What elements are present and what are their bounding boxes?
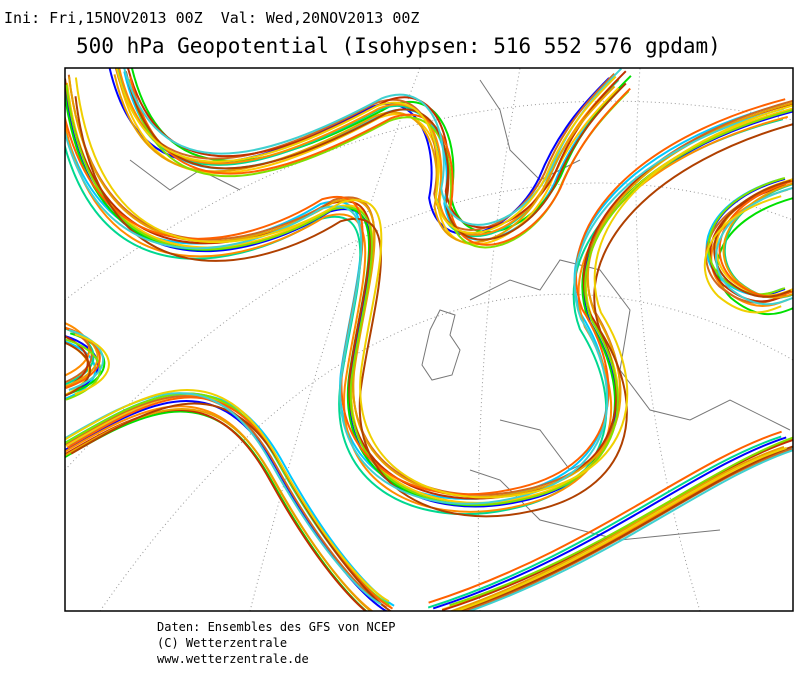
isohypse bbox=[65, 341, 91, 397]
isohypse bbox=[448, 446, 785, 611]
isohypse bbox=[65, 389, 390, 603]
isohypse bbox=[703, 195, 782, 314]
isohypse bbox=[124, 71, 627, 241]
footer-line: Daten: Ensembles des GFS von NCEP bbox=[157, 620, 395, 634]
isohypse bbox=[715, 187, 793, 306]
isohypse bbox=[432, 436, 787, 610]
isohypse bbox=[713, 179, 792, 298]
isohypse bbox=[707, 177, 786, 296]
isohypse bbox=[65, 115, 789, 513]
map-area bbox=[65, 68, 793, 611]
isohypse bbox=[68, 76, 793, 498]
isohypse bbox=[428, 430, 782, 604]
map-frame bbox=[64, 67, 794, 612]
graticule bbox=[65, 68, 793, 611]
isohypse bbox=[65, 107, 785, 505]
isohypse bbox=[427, 435, 782, 609]
isohypse bbox=[123, 68, 623, 226]
isohypse bbox=[709, 184, 787, 303]
isohypse bbox=[65, 409, 368, 611]
isohypse bbox=[127, 68, 627, 229]
isohypse bbox=[65, 405, 374, 611]
isohypse bbox=[65, 84, 793, 506]
isohypse bbox=[718, 179, 793, 298]
isohypse bbox=[65, 400, 389, 611]
isohypse bbox=[74, 333, 110, 396]
isohypse bbox=[453, 446, 787, 611]
isohypse bbox=[455, 445, 793, 611]
isohypse bbox=[129, 76, 631, 246]
isohypse bbox=[65, 408, 373, 611]
footer-line: (C) Wetterzentrale bbox=[157, 636, 287, 650]
isohypse bbox=[467, 449, 793, 611]
isohypse bbox=[65, 102, 785, 500]
isohypse bbox=[68, 329, 104, 391]
isohypse bbox=[722, 182, 793, 299]
title: 500 hPa Geopotential (Isohypsen: 516 552… bbox=[76, 34, 721, 58]
isohypse bbox=[65, 395, 387, 609]
footer-line: www.wetterzentrale.de bbox=[157, 652, 309, 666]
run-info: Ini: Fri,15NOV2013 00Z Val: Wed,20NOV201… bbox=[4, 9, 419, 27]
isohypse bbox=[115, 68, 617, 234]
isohypse bbox=[449, 436, 793, 607]
isohypse bbox=[65, 410, 368, 611]
isohypse bbox=[74, 77, 793, 499]
